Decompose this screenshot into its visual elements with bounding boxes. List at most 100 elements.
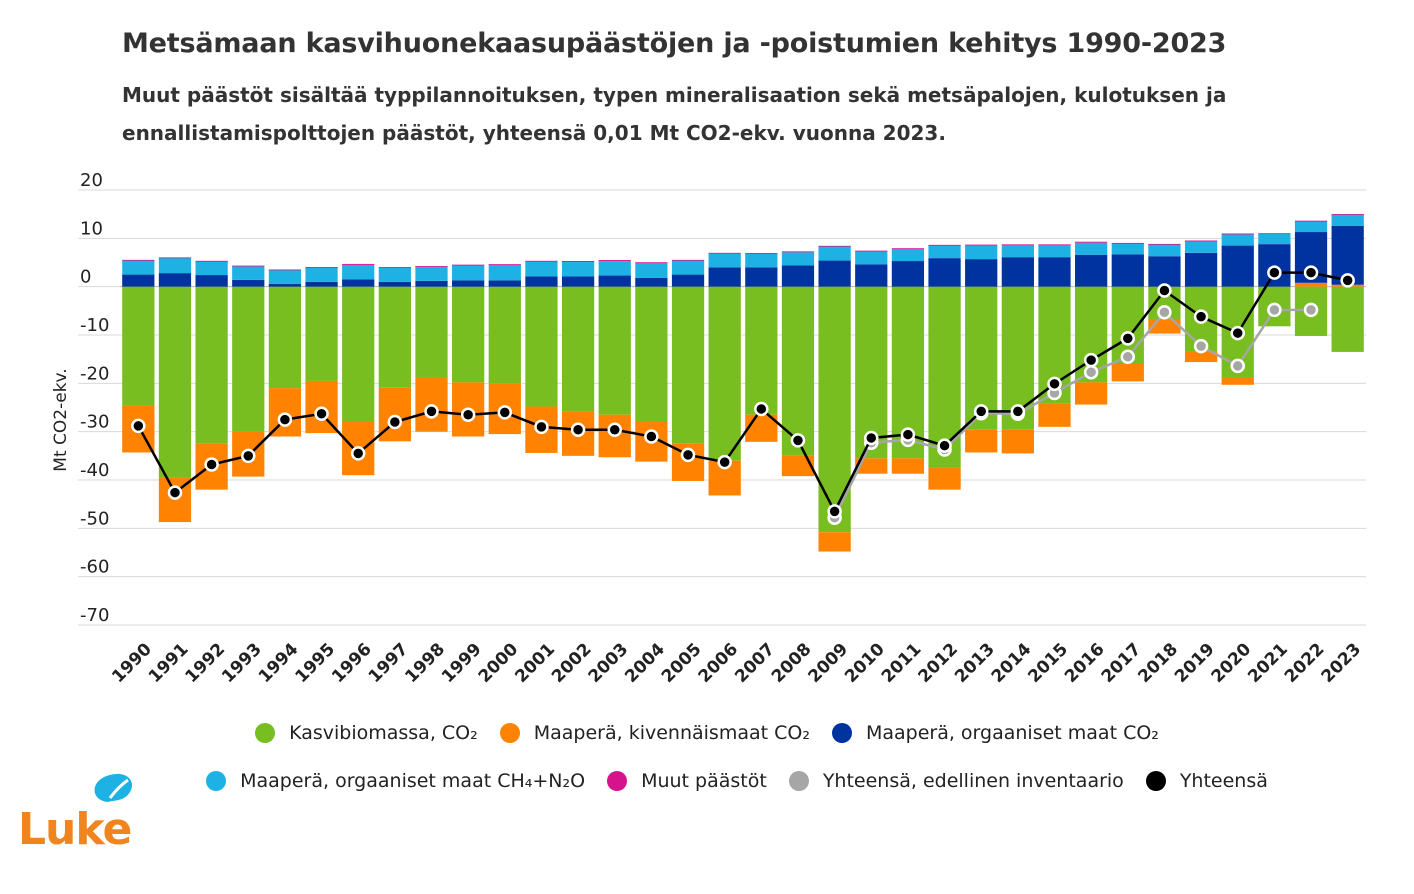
point-total (937, 438, 952, 453)
bar-organic-co2 (561, 276, 595, 287)
point-total (1047, 376, 1062, 392)
bar-organic-co2 (1221, 245, 1254, 287)
bar-organic-ch4 (1038, 244, 1071, 258)
bar-other (1148, 243, 1181, 245)
point-total (827, 504, 842, 519)
point-total (1010, 404, 1026, 419)
bar-mineral (891, 458, 925, 474)
point-total (131, 418, 146, 434)
x-tick-label: 2010 (841, 639, 889, 687)
y-tick-label: -30 (80, 412, 109, 433)
y-tick-label: -60 (80, 557, 109, 578)
point-total (387, 414, 403, 430)
bar-other (708, 252, 741, 254)
bar-mineral (1221, 377, 1254, 385)
bar-organic-ch4 (818, 246, 851, 261)
bar-other (122, 259, 155, 261)
x-tick-label: 2017 (1098, 639, 1146, 687)
bar-other (232, 265, 265, 267)
point-total (717, 454, 732, 470)
x-tick-labels: 1990199119921993199419951996199719981999… (108, 639, 1365, 687)
point-total (497, 405, 513, 420)
legend-label-prev-total: Yhteensä, edellinen inventaario (822, 770, 1124, 792)
bar-organic-co2 (415, 280, 448, 287)
bar-biomass (1331, 286, 1364, 352)
point-total (973, 404, 989, 419)
legend-label-organic-co2: Maaperä, orgaaniset maat CO₂ (865, 722, 1159, 744)
bar-organic-ch4 (708, 253, 741, 268)
bar-organic-ch4 (1221, 234, 1254, 246)
bar-organic-co2 (1075, 254, 1108, 287)
bars (122, 214, 1364, 552)
bar-organic-ch4 (488, 264, 521, 281)
bar-organic-ch4 (928, 245, 961, 259)
x-tick-label: 2001 (511, 639, 559, 687)
bar-organic-ch4 (1111, 243, 1144, 255)
x-tick-label: 2000 (475, 639, 523, 687)
leaf-icon (94, 773, 133, 802)
x-tick-label: 1997 (365, 639, 413, 687)
x-tick-label: 1994 (255, 639, 303, 687)
bar-organic-ch4 (268, 269, 302, 284)
bar-other (598, 260, 631, 262)
bar-mineral (928, 467, 961, 490)
bar-organic-co2 (268, 283, 302, 287)
chart-title: Metsämaan kasvihuonekaasupäästöjen ja -p… (122, 28, 1227, 59)
bar-other (1001, 244, 1034, 246)
x-tick-label: 2023 (1318, 639, 1366, 687)
point-previous-total (1267, 302, 1282, 318)
bar-other (378, 267, 411, 268)
bar-other (452, 264, 485, 266)
bar-biomass (232, 286, 265, 432)
bar-organic-co2 (598, 275, 631, 287)
bar-biomass (195, 286, 228, 444)
x-tick-label: 2014 (988, 639, 1036, 687)
bar-organic-ch4 (561, 262, 595, 277)
point-total (277, 412, 293, 427)
legend-item-total: Yhteensä (1145, 770, 1268, 792)
bar-biomass (525, 286, 558, 407)
bar-organic-ch4 (122, 260, 155, 275)
point-previous-total (1120, 349, 1136, 364)
y-tick-label: -10 (80, 315, 109, 336)
bar-other (671, 259, 705, 261)
x-tick-label: 2021 (1244, 639, 1292, 687)
bar-mineral (1001, 429, 1034, 454)
bar-organic-ch4 (525, 261, 558, 277)
bar-organic-ch4 (1331, 214, 1364, 226)
bar-other (195, 260, 228, 262)
bar-biomass (598, 286, 631, 415)
legend-label-total: Yhteensä (1179, 770, 1268, 792)
legend-swatch-mineral (499, 723, 520, 743)
legend-row-1: Kasvibiomassa, CO₂ Maaperä, kivennäismaa… (0, 722, 1414, 744)
point-total (350, 446, 366, 461)
point-total (570, 422, 586, 437)
bar-organic-ch4 (1001, 244, 1034, 258)
legend-item-mineral: Maaperä, kivennäismaat CO₂ (499, 722, 810, 744)
bar-other (525, 260, 558, 262)
bar-biomass (708, 286, 741, 461)
bar-other (1331, 214, 1364, 215)
legend-item-organic-co2: Maaperä, orgaaniset maat CO₂ (831, 722, 1159, 744)
x-tick-label: 2020 (1208, 639, 1256, 687)
bar-other (268, 269, 302, 271)
point-total (790, 433, 806, 448)
legend-item-biomass: Kasvibiomassa, CO₂ (255, 722, 478, 744)
bar-organic-co2 (708, 267, 741, 287)
bar-mineral (1111, 364, 1144, 382)
bar-organic-co2 (305, 281, 338, 287)
point-total (1303, 265, 1319, 280)
bar-other (855, 250, 888, 252)
bar-biomass (561, 286, 595, 412)
bar-organic-ch4 (891, 248, 925, 262)
bar-organic-ch4 (635, 262, 668, 278)
point-total (1083, 352, 1099, 368)
legend-swatch-biomass (255, 723, 276, 743)
point-total (534, 419, 549, 435)
bar-other (305, 267, 338, 268)
luke-logo: Luke (18, 770, 132, 860)
bar-biomass (415, 286, 448, 378)
logo-text: Luke (18, 804, 132, 855)
